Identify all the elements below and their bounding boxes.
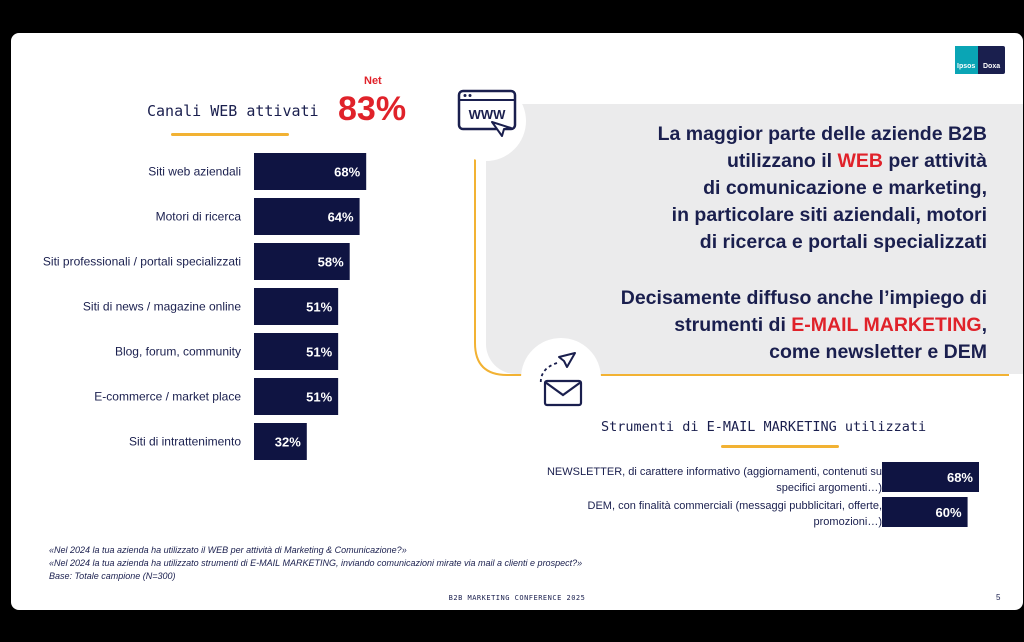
email-tools-title: Strumenti di E-MAIL MARKETING utilizzati <box>601 419 927 435</box>
email-label-newsletter: NEWSLETTER, di carattere informativo (ag… <box>546 466 882 494</box>
page-number: 5 <box>996 593 1001 602</box>
data-label: 51% <box>306 300 332 315</box>
web-channels-chart: Siti web aziendali 68% Motori di ricerca 64… <box>43 153 367 460</box>
logo-left-text: Ipsos <box>957 63 976 70</box>
bar <box>254 423 307 460</box>
conference-label: B2B MARKETING CONFERENCE 2025 <box>448 594 586 602</box>
category-label: Siti web aziendali <box>148 165 241 179</box>
data-label: 32% <box>275 435 301 450</box>
bar <box>254 333 339 370</box>
www-browser-icon: WWW <box>457 89 517 137</box>
panel-line: La maggior parte delle aziende B2B <box>657 123 987 145</box>
highlight-email: E-MAIL MARKETING <box>791 314 982 336</box>
data-label: 60% <box>936 505 962 520</box>
title-underline <box>171 133 289 136</box>
panel-line: di ricerca e portali specializzati <box>699 231 987 253</box>
net-value: 83% <box>338 90 407 128</box>
category-label: Motori di ricerca <box>156 210 242 224</box>
category-label: Siti di intrattenimento <box>129 435 241 449</box>
bar <box>254 378 339 415</box>
category-label: Siti di news / magazine online <box>83 300 241 314</box>
email-tools-chart: 68% 60% <box>882 462 979 527</box>
panel-line: strumenti di <box>674 314 792 336</box>
data-label: 51% <box>306 345 332 360</box>
panel-line: per attività <box>882 150 987 172</box>
footnote-question-email: «Nel 2024 la tua azienda ha utilizzato s… <box>49 558 583 568</box>
panel-line: , <box>981 314 987 336</box>
category-label: E-commerce / market place <box>94 390 241 404</box>
data-label: 68% <box>334 165 360 180</box>
panel-line: di comunicazione e marketing, <box>703 177 987 199</box>
bar <box>882 497 968 527</box>
bar <box>254 198 360 235</box>
logo-right-text: Doxa <box>983 63 1001 70</box>
category-label: Blog, forum, community <box>115 345 241 359</box>
panel-text-web: La maggior parte delle aziende B2B utili… <box>658 121 987 256</box>
slide: Canali WEB attivati Net 83% WWW La maggi… <box>11 33 1023 610</box>
bar <box>254 288 339 325</box>
panel-line: come newsletter e DEM <box>769 341 987 363</box>
panel-text-email: Decisamente diffuso anche l’impiego di s… <box>621 285 987 366</box>
data-label: 64% <box>328 210 354 225</box>
panel-line: Decisamente diffuso anche l’impiego di <box>620 287 987 309</box>
footnote-base: Base: Totale campione (N=300) <box>49 571 176 581</box>
envelope-paperplane-icon <box>539 352 583 407</box>
bar <box>254 243 350 280</box>
bar <box>254 153 367 190</box>
panel-line: in particolare siti aziendali, motori <box>671 204 987 226</box>
bar <box>882 462 979 492</box>
footnote-question-web: «Nel 2024 la tua azienda ha utilizzato i… <box>49 545 407 555</box>
data-label: 58% <box>318 255 344 270</box>
bottom-letterbox <box>0 610 1024 642</box>
web-channels-title: Canali WEB attivati <box>147 102 319 120</box>
highlight-web: WEB <box>837 150 883 172</box>
panel-line: utilizzano il <box>726 150 838 172</box>
net-label: Net <box>364 75 382 87</box>
svg-text:WWW: WWW <box>469 107 507 122</box>
email-title-underline <box>721 445 839 448</box>
email-label-dem: DEM, con finalità commerciali (messaggi … <box>587 500 882 528</box>
category-label: Siti professionali / portali specializza… <box>43 255 241 269</box>
data-label: 51% <box>306 390 332 405</box>
ipsos-doxa-logo: Ipsos Doxa <box>955 46 1005 74</box>
data-label: 68% <box>947 470 973 485</box>
